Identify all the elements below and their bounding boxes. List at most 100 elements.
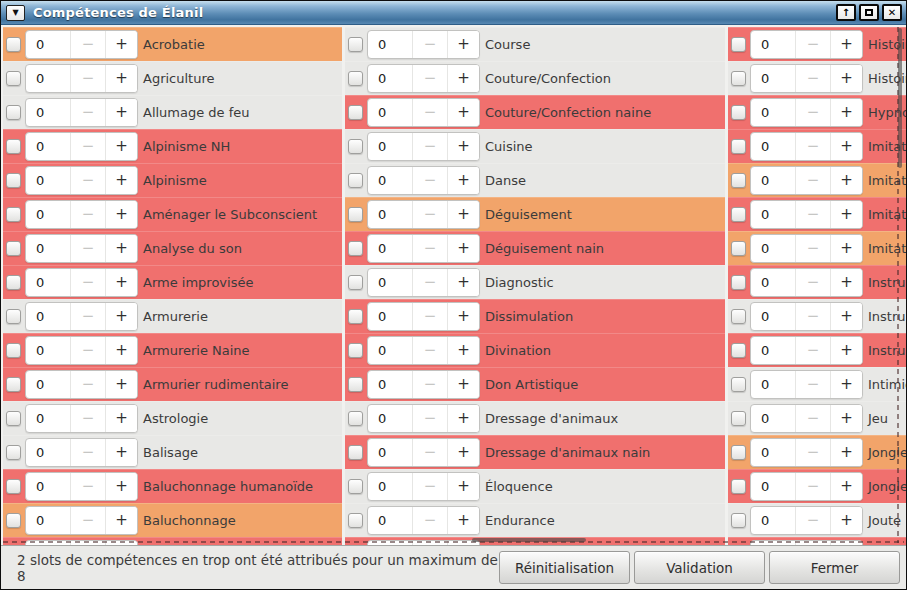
skill-value-input[interactable]: 0 xyxy=(368,269,412,296)
increment-button[interactable]: + xyxy=(105,201,137,228)
decrement-button[interactable]: − xyxy=(795,473,830,500)
skill-checkbox[interactable] xyxy=(6,377,21,392)
skill-checkbox[interactable] xyxy=(6,445,21,460)
increment-button[interactable]: + xyxy=(830,405,862,432)
decrement-button[interactable]: − xyxy=(412,235,447,262)
increment-button[interactable]: + xyxy=(447,31,479,58)
skill-value-input[interactable]: 0 xyxy=(368,99,412,126)
decrement-button[interactable]: − xyxy=(70,371,105,398)
skill-value-input[interactable]: 0 xyxy=(751,31,795,58)
decrement-button[interactable]: − xyxy=(412,439,447,466)
increment-button[interactable]: + xyxy=(447,439,479,466)
skill-value-input[interactable]: 0 xyxy=(751,133,795,160)
decrement-button[interactable]: − xyxy=(70,201,105,228)
increment-button[interactable]: + xyxy=(447,133,479,160)
decrement-button[interactable]: − xyxy=(412,167,447,194)
vertical-scrollbar-thumb[interactable] xyxy=(898,28,902,168)
skill-value-input[interactable]: 0 xyxy=(26,473,70,500)
skill-value-input[interactable]: 0 xyxy=(751,473,795,500)
skill-checkbox[interactable] xyxy=(348,241,363,256)
increment-button[interactable]: + xyxy=(830,99,862,126)
skill-checkbox[interactable] xyxy=(6,343,21,358)
skill-checkbox[interactable] xyxy=(731,207,746,222)
increment-button[interactable]: + xyxy=(105,31,137,58)
skill-checkbox[interactable] xyxy=(731,479,746,494)
skill-checkbox[interactable] xyxy=(348,343,363,358)
skill-value-input[interactable]: 0 xyxy=(368,507,412,534)
decrement-button[interactable]: − xyxy=(795,31,830,58)
decrement-button[interactable]: − xyxy=(412,65,447,92)
decrement-button[interactable]: − xyxy=(70,269,105,296)
skill-value-input[interactable]: 0 xyxy=(751,303,795,330)
increment-button[interactable]: + xyxy=(830,167,862,194)
skill-value-input[interactable]: 0 xyxy=(368,133,412,160)
decrement-button[interactable]: − xyxy=(70,133,105,160)
increment-button[interactable]: + xyxy=(830,133,862,160)
decrement-button[interactable]: − xyxy=(795,269,830,296)
skill-value-input[interactable]: 0 xyxy=(368,473,412,500)
increment-button[interactable]: + xyxy=(447,167,479,194)
skill-checkbox[interactable] xyxy=(731,105,746,120)
increment-button[interactable]: + xyxy=(447,269,479,296)
skill-checkbox[interactable] xyxy=(731,173,746,188)
skill-value-input[interactable]: 0 xyxy=(368,167,412,194)
skill-checkbox[interactable] xyxy=(731,37,746,52)
skill-checkbox[interactable] xyxy=(6,173,21,188)
decrement-button[interactable]: − xyxy=(795,167,830,194)
skill-checkbox[interactable] xyxy=(348,207,363,222)
skill-checkbox[interactable] xyxy=(731,411,746,426)
skill-value-input[interactable]: 0 xyxy=(26,337,70,364)
skill-value-input[interactable]: 0 xyxy=(26,201,70,228)
skill-checkbox[interactable] xyxy=(731,513,746,528)
decrement-button[interactable]: − xyxy=(795,65,830,92)
increment-button[interactable]: + xyxy=(447,303,479,330)
skill-checkbox[interactable] xyxy=(6,105,21,120)
decrement-button[interactable]: − xyxy=(412,31,447,58)
decrement-button[interactable]: − xyxy=(795,371,830,398)
decrement-button[interactable]: − xyxy=(412,405,447,432)
skill-checkbox[interactable] xyxy=(6,139,21,154)
decrement-button[interactable]: − xyxy=(795,99,830,126)
skill-checkbox[interactable] xyxy=(348,513,363,528)
skill-value-input[interactable]: 0 xyxy=(26,405,70,432)
decrement-button[interactable]: − xyxy=(70,337,105,364)
skill-value-input[interactable]: 0 xyxy=(368,201,412,228)
increment-button[interactable]: + xyxy=(447,99,479,126)
increment-button[interactable]: + xyxy=(447,371,479,398)
skill-value-input[interactable]: 0 xyxy=(368,337,412,364)
close-button[interactable]: ✕ xyxy=(882,4,902,21)
decrement-button[interactable]: − xyxy=(795,405,830,432)
decrement-button[interactable]: − xyxy=(795,439,830,466)
shade-button[interactable]: ↑ xyxy=(836,4,856,21)
increment-button[interactable]: + xyxy=(830,65,862,92)
increment-button[interactable]: + xyxy=(830,507,862,534)
increment-button[interactable]: + xyxy=(830,201,862,228)
increment-button[interactable]: + xyxy=(830,473,862,500)
increment-button[interactable]: + xyxy=(105,167,137,194)
skill-checkbox[interactable] xyxy=(348,377,363,392)
skill-value-input[interactable]: 0 xyxy=(368,439,412,466)
skill-value-input[interactable]: 0 xyxy=(751,507,795,534)
skill-value-input[interactable]: 0 xyxy=(26,507,70,534)
skill-checkbox[interactable] xyxy=(731,309,746,324)
decrement-button[interactable]: − xyxy=(412,371,447,398)
skill-value-input[interactable]: 0 xyxy=(26,235,70,262)
skill-value-input[interactable]: 0 xyxy=(368,405,412,432)
increment-button[interactable]: + xyxy=(830,439,862,466)
skill-checkbox[interactable] xyxy=(6,241,21,256)
skill-value-input[interactable]: 0 xyxy=(368,303,412,330)
decrement-button[interactable]: − xyxy=(412,269,447,296)
skill-checkbox[interactable] xyxy=(6,275,21,290)
window-menu-button[interactable]: ▼ xyxy=(6,5,25,21)
skill-value-input[interactable]: 0 xyxy=(368,235,412,262)
increment-button[interactable]: + xyxy=(830,235,862,262)
skill-checkbox[interactable] xyxy=(348,275,363,290)
skill-value-input[interactable]: 0 xyxy=(751,65,795,92)
skill-checkbox[interactable] xyxy=(6,513,21,528)
skill-value-input[interactable]: 0 xyxy=(26,167,70,194)
decrement-button[interactable]: − xyxy=(70,303,105,330)
increment-button[interactable]: + xyxy=(447,235,479,262)
skill-checkbox[interactable] xyxy=(348,309,363,324)
increment-button[interactable]: + xyxy=(830,337,862,364)
skill-value-input[interactable]: 0 xyxy=(751,167,795,194)
